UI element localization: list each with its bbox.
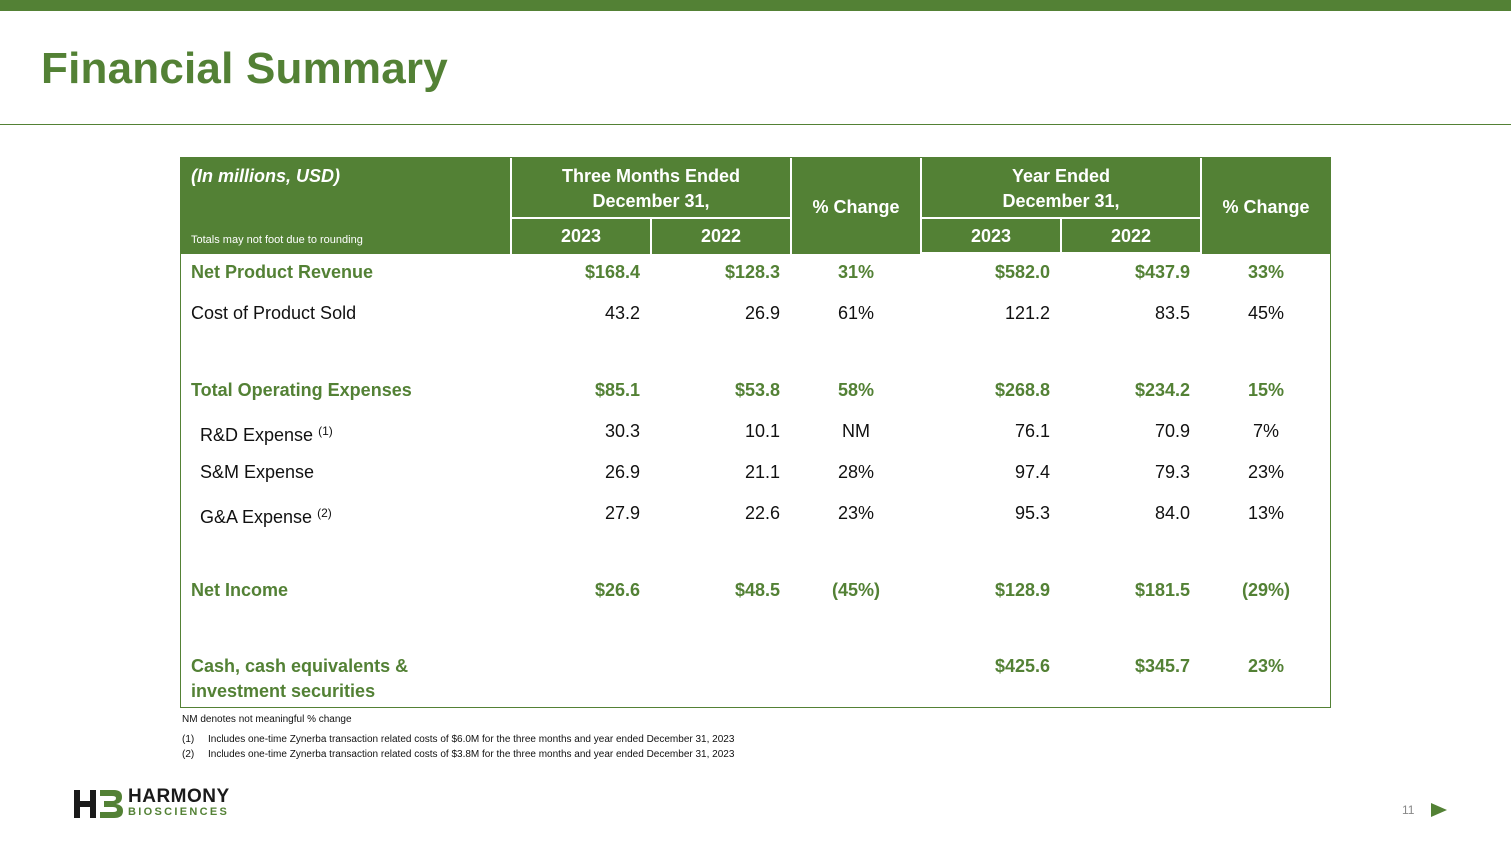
q2022-value: 21.1 — [744, 462, 780, 482]
page-title: Financial Summary — [41, 44, 448, 93]
hb-logo-icon — [74, 790, 123, 818]
row-label: Cash, cash equivalents & investment secu… — [191, 654, 408, 704]
y-change-value: 33% — [1247, 262, 1285, 282]
q2023-value: $168.4 — [584, 262, 640, 282]
footnote-ref: (1) — [318, 424, 333, 438]
y2022-value: 70.9 — [1154, 421, 1190, 441]
y2023-value: 95.3 — [1014, 503, 1050, 523]
col-q-pct-change: % Change — [812, 197, 900, 217]
q2023-value: $26.6 — [594, 580, 640, 600]
header-divider — [920, 252, 1202, 254]
nm-note: NM denotes not meaningful % change — [182, 714, 352, 725]
q-change-value: NM — [842, 421, 870, 441]
y2022-value: $234.2 — [1134, 380, 1190, 400]
year-line2: December 31, — [1002, 191, 1120, 211]
y2023-value: $268.8 — [994, 380, 1050, 400]
logo-text-biosciences: BIOSCIENCES — [128, 806, 230, 818]
row-label: Cost of Product Sold — [191, 303, 357, 323]
row-label: R&D Expense (1) — [200, 419, 333, 448]
title-divider — [0, 124, 1511, 125]
q-change-value: 61% — [837, 303, 875, 323]
row-label-line1: Cash, cash equivalents & — [191, 656, 409, 676]
y-change-value: (29%) — [1241, 580, 1290, 600]
col-y-pct-change: % Change — [1222, 197, 1310, 217]
y2022-value: 84.0 — [1154, 503, 1190, 523]
year-line1: Year Ended — [1011, 166, 1111, 186]
play-arrow-icon[interactable] — [1431, 803, 1447, 817]
three-months-line2: December 31, — [592, 191, 710, 211]
q2022-value: 10.1 — [744, 421, 780, 441]
row-label: S&M Expense — [200, 462, 315, 482]
footnote-1-text: Includes one-time Zynerba transaction re… — [208, 734, 735, 745]
financial-summary-table: (In millions, USD) Totals may not foot d… — [180, 157, 1331, 708]
y-change-value: 23% — [1247, 462, 1285, 482]
header-divider — [512, 217, 790, 219]
row-label-line2: investment securities — [191, 681, 376, 701]
header-divider — [920, 158, 922, 254]
y-change-value: 45% — [1247, 303, 1285, 323]
year-ended-header: Year Ended December 31, — [922, 164, 1200, 214]
q2023-value: $85.1 — [594, 380, 640, 400]
y2022-value: $181.5 — [1134, 580, 1190, 600]
header-divider — [650, 218, 652, 254]
rounding-note: Totals may not foot due to rounding — [191, 234, 363, 246]
y-change-value: 13% — [1247, 503, 1285, 523]
row-label-text: R&D Expense — [200, 425, 314, 445]
y2023-value: $128.9 — [994, 580, 1050, 600]
q-change-value: 28% — [837, 462, 875, 482]
q2022-value: 26.9 — [744, 303, 780, 323]
header-divider — [510, 158, 512, 254]
y2022-value: $345.7 — [1134, 656, 1190, 676]
footnote-2-number: (2) — [182, 749, 195, 760]
page-number: 11 — [1402, 803, 1415, 817]
q-change-value: 23% — [837, 503, 875, 523]
row-label-text: G&A Expense — [200, 507, 313, 527]
q2022-value: $53.8 — [734, 380, 780, 400]
y-change-value: 23% — [1247, 656, 1285, 676]
y-change-value: 7% — [1252, 421, 1279, 441]
header-divider — [1060, 218, 1062, 254]
header-divider — [1200, 158, 1202, 254]
q2023-value: 27.9 — [604, 503, 640, 523]
three-months-header: Three Months Ended December 31, — [512, 164, 790, 214]
q2022-value: 22.6 — [744, 503, 780, 523]
footnote-2-text: Includes one-time Zynerba transaction re… — [208, 749, 735, 760]
y2023-value: 97.4 — [1014, 462, 1050, 482]
col-q2023: 2023 — [560, 226, 602, 246]
y2022-value: 83.5 — [1154, 303, 1190, 323]
logo-text-harmony: HARMONY — [128, 786, 230, 807]
three-months-line1: Three Months Ended — [561, 166, 740, 186]
q2023-value: 43.2 — [604, 303, 640, 323]
q-change-value: 58% — [837, 380, 875, 400]
table-header — [181, 158, 1330, 254]
q-change-value: 31% — [837, 262, 875, 282]
q2022-value: $48.5 — [734, 580, 780, 600]
top-accent-bar — [0, 0, 1511, 11]
q2023-value: 26.9 — [604, 462, 640, 482]
y2023-value: $582.0 — [994, 262, 1050, 282]
y2023-value: 76.1 — [1014, 421, 1050, 441]
y2023-value: 121.2 — [1004, 303, 1050, 323]
y-change-value: 15% — [1247, 380, 1285, 400]
row-label: G&A Expense (2) — [200, 501, 332, 530]
y2022-value: 79.3 — [1154, 462, 1190, 482]
header-divider — [922, 217, 1200, 219]
row-label: Total Operating Expenses — [191, 380, 412, 400]
col-y2022: 2022 — [1110, 226, 1152, 246]
q-change-value: (45%) — [831, 580, 880, 600]
row-label: Net Income — [191, 580, 289, 600]
y2023-value: $425.6 — [994, 656, 1050, 676]
q2023-value: 30.3 — [604, 421, 640, 441]
row-label: Net Product Revenue — [191, 262, 374, 282]
units-label: (In millions, USD) — [191, 166, 341, 186]
col-y2023: 2023 — [970, 226, 1012, 246]
footnote-ref: (2) — [317, 506, 332, 520]
q2022-value: $128.3 — [724, 262, 780, 282]
header-divider — [790, 158, 792, 254]
col-q2022: 2022 — [700, 226, 742, 246]
y2022-value: $437.9 — [1134, 262, 1190, 282]
footnote-1-number: (1) — [182, 734, 195, 745]
